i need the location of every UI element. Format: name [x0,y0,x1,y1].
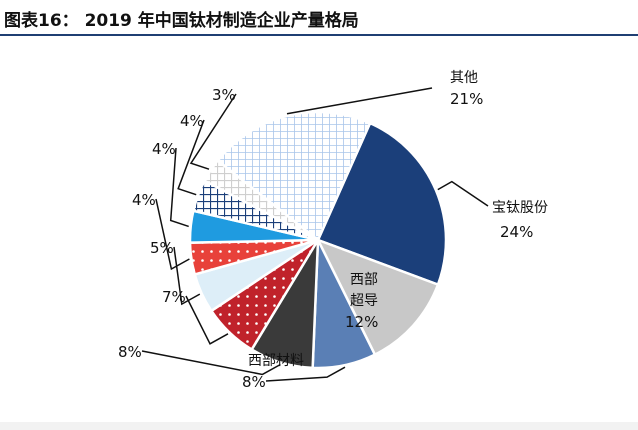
leader-line-9 [177,119,205,196]
leader-line-4 [141,350,281,376]
leader-line-11 [286,87,433,115]
figure-title: 图表16： 2019 年中国钛材制造企业产量格局 [4,11,359,31]
slice-percent-label: 21% [450,90,483,108]
figure-header: 图表16： 2019 年中国钛材制造企业产量格局 [0,0,638,38]
leader-line-7 [155,198,190,271]
slice-name-label: 其他 [450,70,478,86]
slice-percent-label: 8% [118,343,142,361]
slice-name-label: 西部材料 [248,353,304,369]
slice-percent-label: 4% [152,140,176,158]
slice-name-label: 西部 [350,272,378,288]
pie-slice-西部超导 [315,237,440,357]
slice-name-label: 宝钛股份 [492,200,548,216]
slice-percent-label: 4% [180,112,204,130]
pie-slice-其他 [215,110,372,242]
slice-percent-label: 3% [212,86,236,104]
slice-percent-label: 5% [150,239,174,257]
slice-percent-label: 7% [162,288,186,306]
slice-percent-label: 4% [132,191,156,209]
leader-lines [141,87,489,382]
leader-line-5 [185,295,229,345]
leader-line-3 [265,366,346,382]
page-footer-strip [0,422,638,430]
pie-slices [188,110,448,370]
leader-line-1 [437,180,489,207]
leader-line-8 [169,147,189,228]
pie-slice-宝钛股份 [316,121,448,287]
title-underline [0,34,638,36]
slice-percent-label: 8% [242,373,266,391]
leader-line-10 [189,93,237,170]
slice-name-label-line2: 超导 [350,293,378,309]
slice-percent-label: 12% [345,313,378,331]
slice-percent-label: 24% [500,223,533,241]
